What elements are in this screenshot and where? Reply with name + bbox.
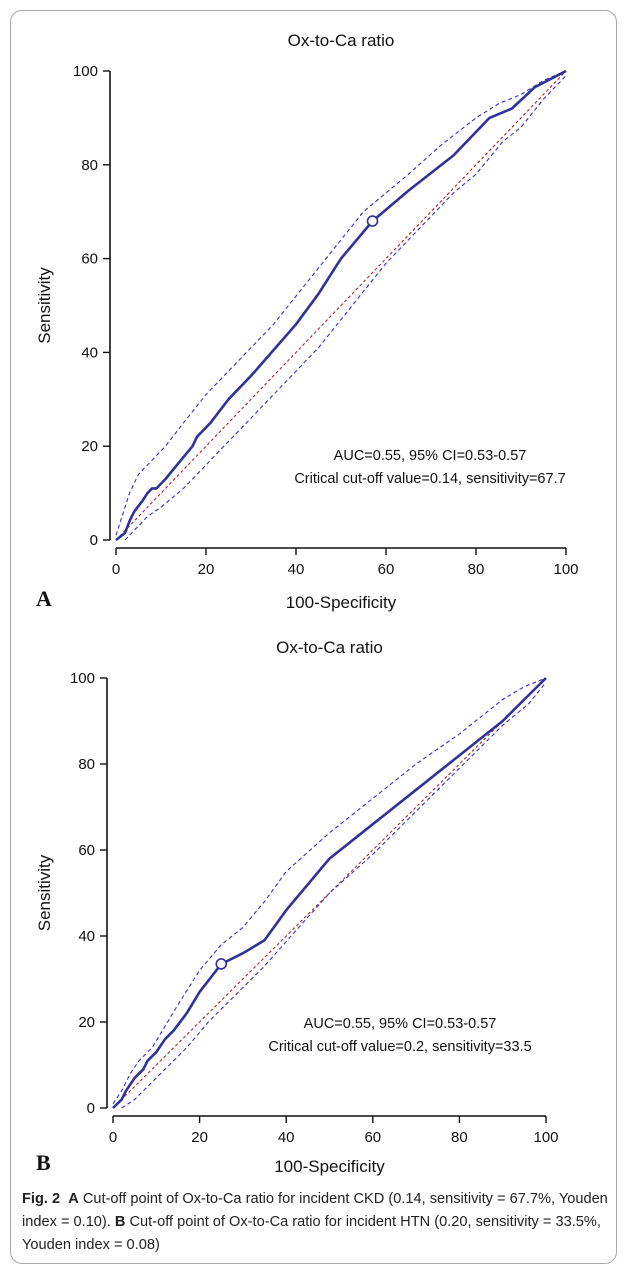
x-tick-label: 20: [198, 561, 215, 578]
cutoff-point-marker: [216, 959, 226, 969]
chart-a: Ox-to-Ca ratio 0 20 40 60 80 100 0 20 40 60 80 100 10…: [35, 31, 579, 612]
panel-label: A: [36, 586, 52, 611]
caption-b-label: B: [115, 1214, 126, 1230]
x-tick-label: 100: [533, 1129, 558, 1146]
cutoff-point-marker: [368, 216, 378, 226]
reference-line: [116, 71, 566, 540]
x-tick-label: 0: [112, 561, 120, 578]
figure-caption: Fig. 2 A Cut-off point of Ox-to-Ca ratio…: [22, 1188, 614, 1257]
y-axis-label: Sensitivity: [35, 267, 54, 344]
x-axis-label: 100-Specificity: [286, 593, 397, 612]
chart-title: Ox-to-Ca ratio: [276, 638, 383, 657]
caption-a-label: A: [68, 1191, 79, 1207]
panel-label: B: [36, 1150, 51, 1175]
y-tick-label: 60: [78, 842, 95, 859]
y-tick-label: 40: [78, 928, 95, 945]
x-tick-label: 80: [468, 561, 485, 578]
x-tick-label: 80: [451, 1129, 468, 1146]
y-axis-label: Sensitivity: [35, 854, 54, 931]
auc-annotation: AUC=0.55, 95% CI=0.53-0.57: [334, 448, 527, 464]
x-axis-label: 100-Specificity: [274, 1157, 385, 1176]
chart-b: Ox-to-Ca ratio 0 20 40 60 80 100 0 20 40 60 80 100 10…: [35, 638, 559, 1176]
x-tick-label: 40: [278, 1129, 295, 1146]
y-tick-label: 80: [78, 756, 95, 773]
caption-fig-label: Fig. 2: [22, 1191, 60, 1207]
y-tick-label: 60: [81, 251, 98, 268]
chart-title: Ox-to-Ca ratio: [288, 31, 395, 50]
x-tick-label: 40: [288, 561, 305, 578]
cutoff-annotation: Critical cut-off value=0.14, sensitivity…: [294, 471, 565, 487]
x-tick-label: 60: [364, 1129, 381, 1146]
x-tick-label: 0: [109, 1129, 117, 1146]
y-tick-label: 100: [73, 63, 98, 80]
y-tick-label: 40: [81, 344, 98, 361]
y-tick-label: 20: [78, 1014, 95, 1031]
cutoff-annotation: Critical cut-off value=0.2, sensitivity=…: [268, 1039, 531, 1055]
y-tick-label: 100: [70, 670, 95, 687]
y-tick-label: 20: [81, 438, 98, 455]
x-tick-label: 20: [191, 1129, 208, 1146]
auc-annotation: AUC=0.55, 95% CI=0.53-0.57: [304, 1016, 497, 1032]
y-tick-label: 0: [87, 1100, 95, 1117]
x-tick-label: 100: [553, 561, 578, 578]
x-tick-label: 60: [378, 561, 395, 578]
y-tick-label: 0: [90, 532, 98, 549]
y-tick-label: 80: [81, 157, 98, 174]
